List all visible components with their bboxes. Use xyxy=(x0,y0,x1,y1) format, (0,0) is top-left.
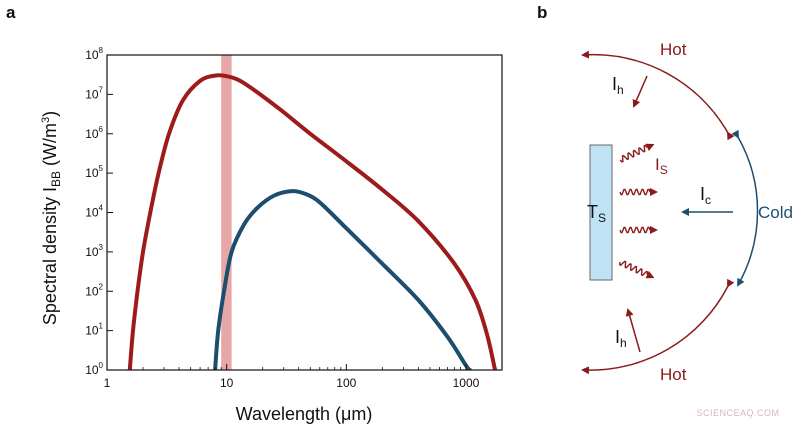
plot-frame xyxy=(106,54,503,371)
ih-label-bottom: Ih xyxy=(615,327,627,350)
hot-label-bottom: Hot xyxy=(660,365,687,384)
watermark: SCIENCEAQ.COM xyxy=(696,408,779,418)
x-tick-label: 1000 xyxy=(453,376,480,390)
hot-arc-top xyxy=(581,50,735,141)
y-tick-label: 103 xyxy=(85,243,103,259)
y-tick-label: 101 xyxy=(85,322,103,338)
panel-a-letter: a xyxy=(6,3,16,22)
cold-arc xyxy=(731,129,759,287)
series-layer xyxy=(127,73,498,370)
cold-label: Cold xyxy=(758,203,793,222)
ts-label: TS xyxy=(587,202,606,225)
y-tick-label: 105 xyxy=(85,164,103,180)
emission-waves xyxy=(619,143,658,279)
series-line-1 xyxy=(127,73,498,370)
ih-arrow-bottom xyxy=(625,308,641,353)
is-label: IS xyxy=(655,155,668,177)
highlight-band-layer xyxy=(221,55,232,370)
highlight-band xyxy=(221,55,232,370)
y-tick-label: 104 xyxy=(85,204,103,220)
hot-arc-bottom xyxy=(581,278,735,375)
tick-layer: 1 10 100 1000 100 101 102 103 104 105 106 107 108 xyxy=(85,46,503,390)
emission-wave-3 xyxy=(619,226,658,234)
hot-label-top: Hot xyxy=(660,40,687,59)
ih-label-top: Ih xyxy=(612,74,624,97)
y-axis-title: Spectral density IBB (W/m3) xyxy=(40,111,63,325)
y-tick-label: 107 xyxy=(85,85,103,101)
y-tick-label: 108 xyxy=(85,46,103,62)
x-tick-label: 100 xyxy=(336,376,356,390)
ih-arrow-top xyxy=(632,75,648,108)
spectral-density-chart: 1 10 100 1000 100 101 102 103 104 105 106 107 108 xyxy=(85,46,503,390)
series-line-2 xyxy=(213,189,472,370)
x-tick-label: 1 xyxy=(104,376,111,390)
surface-ts xyxy=(589,144,613,281)
x-axis-title: Wavelength (μm) xyxy=(236,404,373,424)
x-tick-label: 10 xyxy=(220,376,234,390)
y-tick-label: 100 xyxy=(85,361,103,377)
y-tick-label: 106 xyxy=(85,125,103,141)
emission-wave-1 xyxy=(619,143,655,163)
panel-b-letter: b xyxy=(537,3,547,22)
emission-wave-4 xyxy=(619,260,655,279)
emission-wave-2 xyxy=(619,188,658,196)
y-tick-label: 102 xyxy=(85,282,103,298)
ic-label: Ic xyxy=(700,184,711,207)
